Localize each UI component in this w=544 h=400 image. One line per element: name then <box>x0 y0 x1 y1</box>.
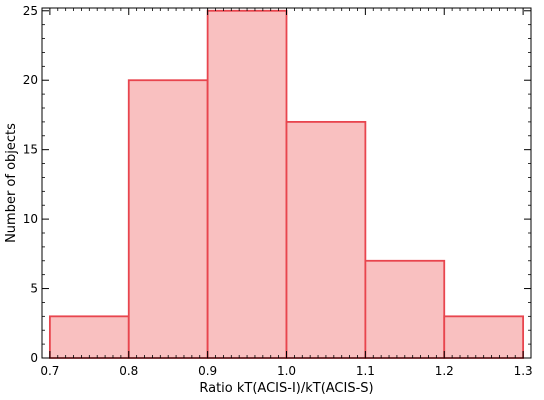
x-tick-label-3: 1.0 <box>277 364 296 378</box>
bar-4 <box>364 259 446 359</box>
x-axis-label: Ratio kT(ACIS-I)/kT(ACIS-S) <box>199 381 373 396</box>
y-tick-label-1: 5 <box>30 282 38 296</box>
bar-5 <box>443 315 525 359</box>
plot-frame <box>41 7 532 359</box>
y-tick-label-4: 20 <box>23 73 38 87</box>
x-tick-label-4: 1.1 <box>356 364 375 378</box>
y-axis-label: Number of objects <box>4 123 19 243</box>
y-tick-label-3: 15 <box>23 143 38 157</box>
bar-1 <box>127 79 209 359</box>
y-tick-label-5: 25 <box>23 4 38 18</box>
x-tick-label-5: 1.2 <box>435 364 454 378</box>
x-tick-label-6: 1.3 <box>514 364 533 378</box>
bar-2 <box>206 9 288 359</box>
y-tick-label-2: 10 <box>23 212 38 226</box>
x-tick-label-2: 0.9 <box>198 364 217 378</box>
bar-0 <box>48 315 130 359</box>
bar-3 <box>285 120 367 359</box>
x-tick-label-1: 0.8 <box>119 364 138 378</box>
tick-labels-group: 0.7 0.8 0.9 1.0 1.1 1.2 1.3 0 5 10 15 20 25 <box>23 4 533 378</box>
y-tick-label-0: 0 <box>30 351 38 365</box>
x-tick-label-0: 0.7 <box>40 364 59 378</box>
bars-group <box>48 9 525 359</box>
